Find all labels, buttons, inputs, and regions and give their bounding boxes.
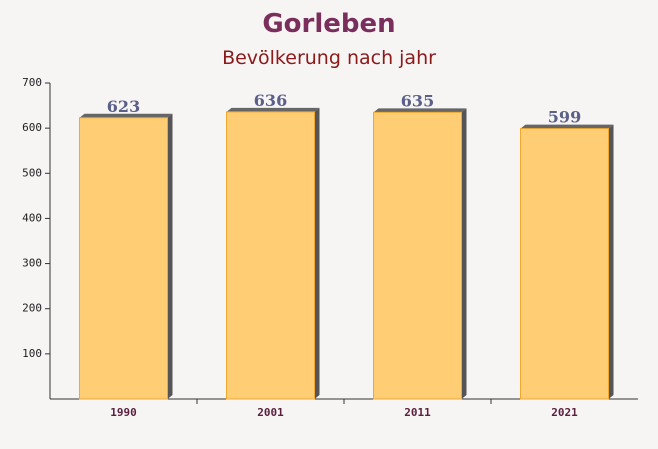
- value-label: 635: [401, 91, 434, 110]
- x-tick-label: 2011: [404, 406, 431, 419]
- bar-shadow: [461, 108, 467, 399]
- bar-shadow: [314, 107, 320, 400]
- y-tick-label: 100: [22, 347, 42, 360]
- x-tick-label: 2001: [257, 406, 284, 419]
- bar-shadow-top: [226, 107, 320, 112]
- y-tick-label: 400: [22, 211, 42, 224]
- y-tick-label: 300: [22, 257, 42, 270]
- bar: [79, 117, 168, 400]
- chart-subtitle: Bevölkerung nach jahr: [222, 47, 436, 69]
- value-label: 623: [107, 97, 140, 116]
- x-tick-label: 1990: [110, 406, 137, 419]
- y-tick-label: 700: [22, 76, 42, 89]
- y-tick-label: 200: [22, 302, 42, 315]
- bar-shadow-top: [79, 113, 173, 118]
- value-label: 636: [254, 91, 287, 110]
- bar: [520, 128, 609, 400]
- bar-shadow-top: [373, 108, 467, 113]
- bar: [373, 111, 462, 400]
- y-tick-label: 500: [22, 166, 42, 179]
- bar-shadow: [608, 124, 614, 399]
- chart-title: Gorleben: [262, 9, 395, 39]
- bar: [226, 111, 315, 400]
- bar-shadow: [167, 113, 173, 399]
- x-tick-label: 2021: [551, 406, 578, 419]
- value-label: 599: [548, 108, 581, 127]
- y-tick-label: 600: [22, 121, 42, 134]
- bar-shadow-top: [520, 124, 614, 129]
